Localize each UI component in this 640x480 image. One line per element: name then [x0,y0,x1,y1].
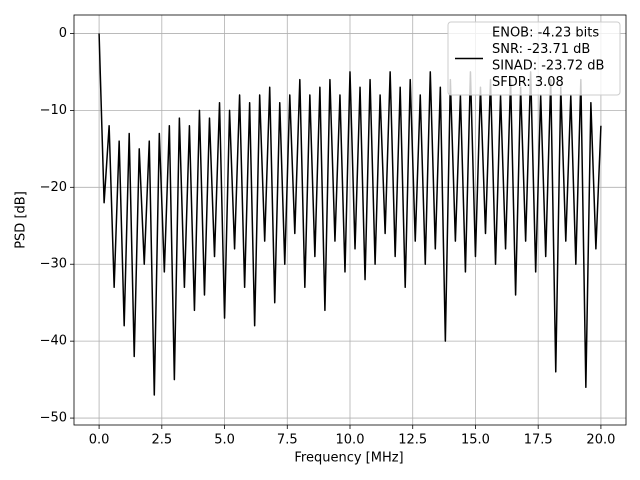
x-tick-label: 2.5 [151,433,172,448]
y-tick-label: −40 [40,334,67,349]
legend-label: SFDR: 3.08 [492,75,564,90]
x-tick-label: 7.5 [277,433,298,448]
y-axis-label: PSD [dB] [14,191,29,249]
legend-label: ENOB: -4.23 bits [492,26,599,41]
x-tick-label: 15.0 [461,433,490,448]
y-tick-label: −10 [40,103,67,118]
legend-box [447,21,621,96]
y-tick-label: −50 [40,411,67,426]
legend-label: SNR: -23.71 dB [492,42,590,57]
plot-frame [73,14,627,426]
x-tick-label: 10.0 [336,433,365,448]
y-tick-label: −20 [40,180,67,195]
legend-label: SINAD: -23.72 dB [492,59,604,74]
y-tick-label: 0 [59,26,67,41]
y-tick-label: −30 [40,257,67,272]
x-axis-label: Frequency [MHz] [294,451,403,466]
x-tick-label: 12.5 [398,433,427,448]
x-tick-label: 5.0 [214,433,235,448]
data-line [98,33,602,396]
x-tick-label: 17.5 [524,433,553,448]
x-tick-label: 20.0 [586,433,615,448]
x-tick-label: 0.0 [89,433,110,448]
